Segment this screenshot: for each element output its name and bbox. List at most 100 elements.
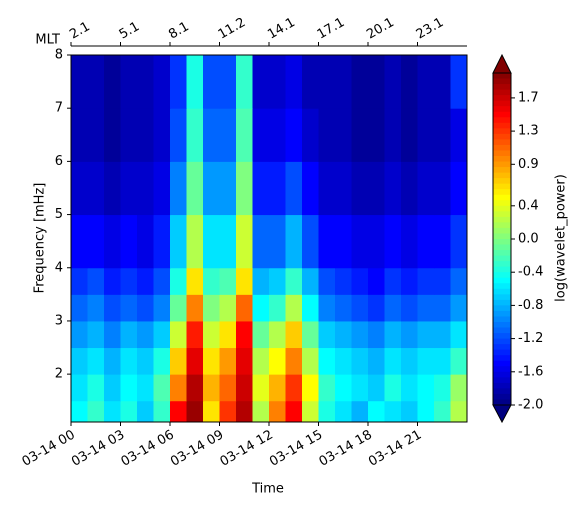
heatmap-cell: [401, 294, 418, 322]
heatmap-cell: [71, 108, 88, 162]
heatmap-cell: [351, 294, 369, 322]
heatmap-cell: [219, 320, 237, 349]
heatmap-cell: [137, 347, 154, 375]
heatmap-cell: [434, 294, 451, 322]
heatmap-cell: [71, 294, 88, 322]
heatmap-cell: [236, 214, 253, 269]
heatmap-cell: [302, 161, 319, 216]
heatmap-cell: [137, 161, 154, 216]
heatmap-cell: [450, 320, 468, 349]
colorbar-tick-label: 0.9: [518, 157, 539, 172]
colorbar-segment: [493, 78, 511, 85]
heatmap-cell: [384, 320, 402, 349]
heatmap-cell: [252, 347, 270, 375]
heatmap-cell: [186, 294, 204, 322]
colorbar-segment: [493, 250, 511, 257]
colorbar-segment: [493, 194, 511, 201]
colorbar-segment: [493, 128, 511, 135]
heatmap-cell: [120, 347, 138, 375]
colorbar-label: log(wavelet_power): [554, 174, 569, 302]
x-tick-label: 03-14 21: [366, 428, 424, 470]
y-axis-label: Frequency [mHz]: [33, 183, 48, 294]
colorbar-segment: [493, 360, 511, 367]
colorbar-tick-label: -2.0: [518, 398, 543, 413]
heatmap-cell: [252, 108, 270, 162]
y-tick-label: 4: [55, 260, 63, 275]
colorbar-segment: [493, 111, 511, 118]
heatmap-cell: [368, 374, 385, 402]
heatmap-cell: [335, 161, 352, 216]
colorbar-segment: [493, 382, 511, 389]
heatmap-cell: [302, 374, 319, 402]
heatmap-cell: [417, 108, 435, 162]
heatmap-cell: [450, 294, 468, 322]
heatmap-cell: [186, 320, 204, 349]
colorbar-segment: [493, 294, 511, 301]
heatmap-cell: [351, 161, 369, 216]
heatmap-cell: [302, 108, 319, 162]
heatmap-cell: [401, 374, 418, 402]
heatmap-cell: [186, 347, 204, 375]
heatmap-cell: [285, 374, 303, 402]
heatmap-cell: [269, 267, 286, 295]
heatmap-cell: [368, 400, 385, 423]
heatmap-cell: [384, 400, 402, 423]
heatmap-cell: [335, 294, 352, 322]
heatmap-cell: [434, 214, 451, 269]
heatmap-cell: [450, 108, 468, 162]
x-tick-label: 03-14 12: [218, 428, 276, 470]
heatmap-cell: [434, 267, 451, 295]
y-tick-label: 5: [55, 207, 63, 222]
heatmap-cell: [137, 374, 154, 402]
heatmap-cell: [186, 55, 204, 109]
heatmap-cell: [351, 347, 369, 375]
heatmap-cell: [219, 161, 237, 216]
colorbar-segment: [493, 95, 511, 102]
x2-axis-label: MLT: [35, 33, 60, 48]
colorbar-segment: [493, 299, 511, 306]
colorbar-segment: [493, 316, 511, 323]
heatmap-cell: [368, 347, 385, 375]
heatmap-cell: [252, 161, 270, 216]
heatmap-cell: [335, 400, 352, 423]
colorbar-segment: [493, 377, 511, 384]
heatmap-cell: [203, 374, 220, 402]
heatmap-cell: [120, 55, 138, 109]
heatmap-cell: [120, 400, 138, 423]
heatmap-cell: [120, 374, 138, 402]
heatmap-cell: [153, 267, 171, 295]
colorbar-segment: [493, 371, 511, 378]
heatmap-cell: [120, 214, 138, 269]
heatmap-cell: [335, 108, 352, 162]
heatmap-cell: [335, 55, 352, 109]
heatmap-cell: [87, 347, 105, 375]
heatmap-cell: [335, 267, 352, 295]
x2-tick-label: 8.1: [166, 19, 191, 42]
heatmap-cell: [153, 320, 171, 349]
heatmap-cell: [401, 347, 418, 375]
heatmap-cell: [137, 214, 154, 269]
heatmap-cell: [434, 374, 451, 402]
heatmap-cell: [236, 108, 253, 162]
colorbar-tick-label: -1.2: [518, 331, 543, 346]
x-tick-label: 03-14 09: [168, 428, 226, 470]
heatmap-cell: [302, 320, 319, 349]
colorbar-tick-label: 0.4: [518, 198, 539, 213]
x-axis-label: Time: [251, 482, 284, 497]
heatmap-cell: [318, 374, 336, 402]
heatmap-cell: [71, 55, 88, 109]
heatmap-cell: [71, 267, 88, 295]
colorbar-extend-bottom: [492, 404, 512, 424]
heatmap-cell: [219, 108, 237, 162]
heatmap-cell: [153, 214, 171, 269]
heatmap-cell: [434, 55, 451, 109]
heatmap-cell: [203, 108, 220, 162]
colorbar-segment: [493, 261, 511, 268]
heatmap-cell: [71, 374, 88, 402]
heatmap-cell: [236, 161, 253, 216]
heatmap-cell: [285, 267, 303, 295]
y-tick-label: 2: [55, 367, 63, 382]
colorbar-tick-label: -0.8: [518, 298, 543, 313]
heatmap-cell: [186, 400, 204, 423]
